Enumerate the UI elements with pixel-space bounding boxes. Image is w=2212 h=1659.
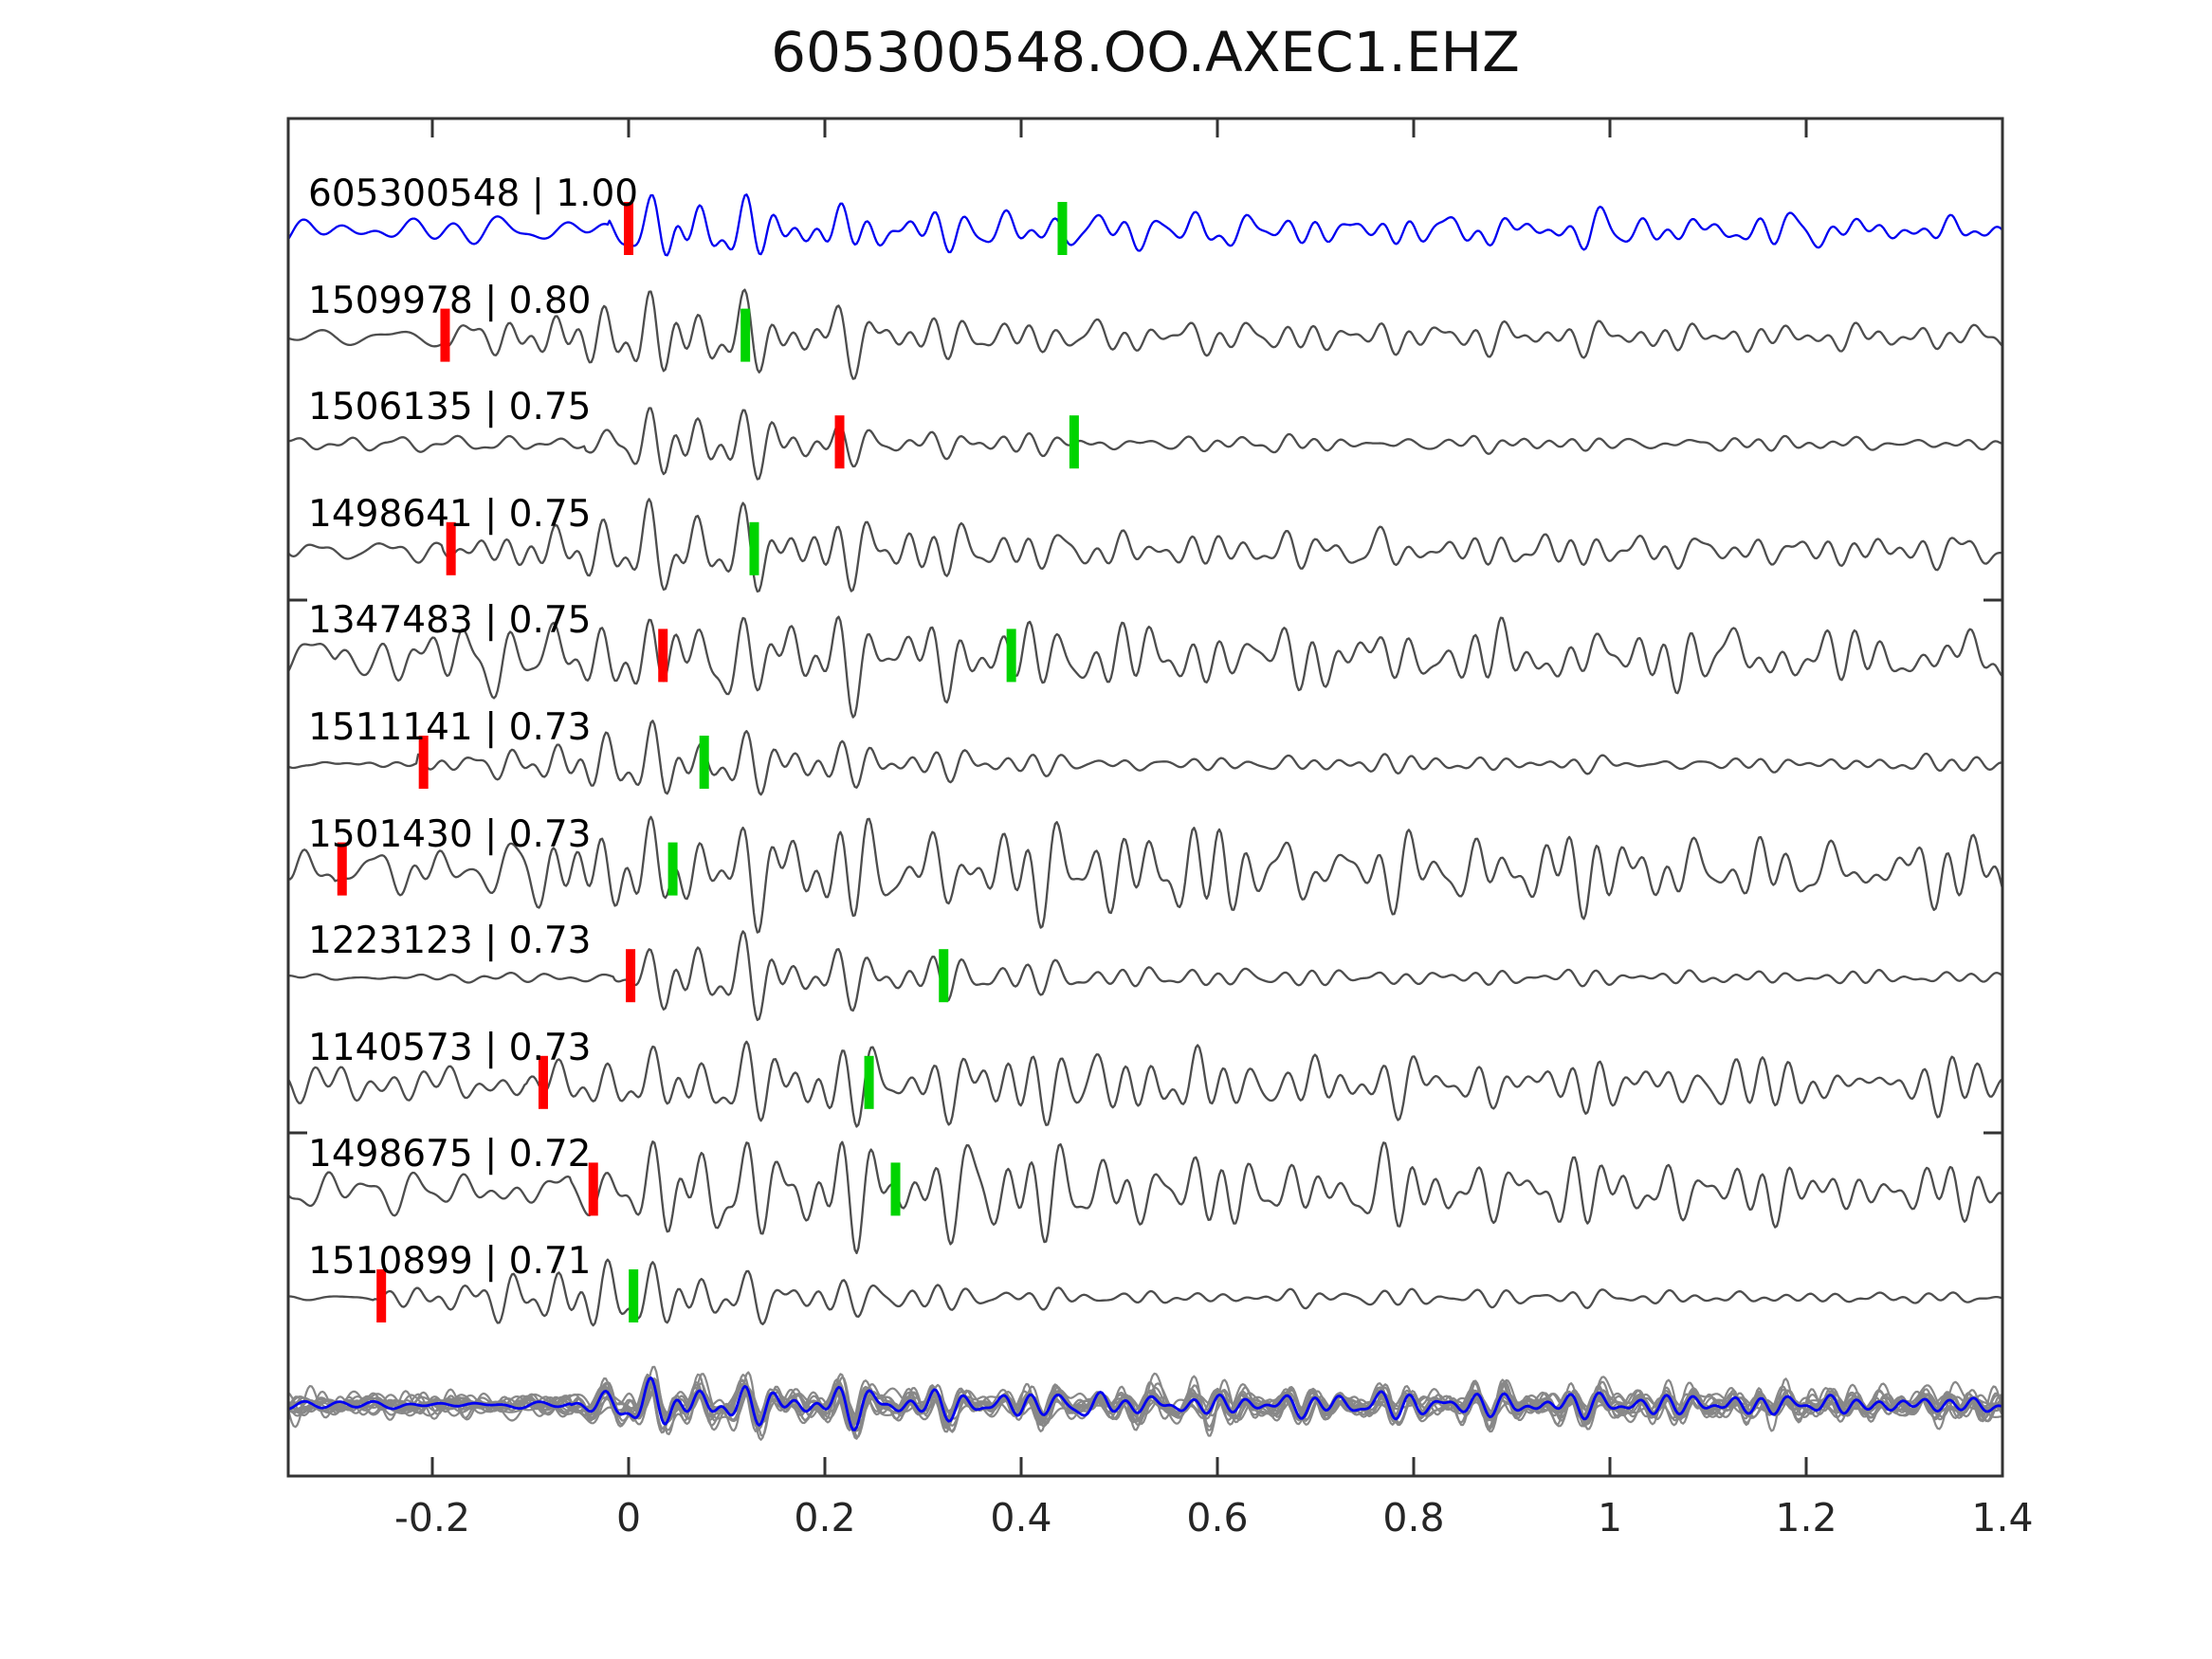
pick-marker-red <box>658 629 668 683</box>
overlay-gray-trace <box>288 1386 2002 1426</box>
trace-waveform <box>288 1040 2002 1128</box>
trace-waveform <box>288 407 2002 481</box>
trace-label: 1347483 | 0.75 <box>308 599 592 643</box>
pick-marker-red <box>337 842 347 896</box>
x-axis-tick-label: 1.4 <box>1971 1495 2034 1540</box>
pick-marker-red <box>376 1269 387 1322</box>
pick-marker-green <box>699 736 709 789</box>
trace-label: 1223123 | 0.73 <box>308 920 592 963</box>
trace-waveform <box>288 815 2002 934</box>
trace-label: 1140573 | 0.73 <box>308 1026 592 1069</box>
x-axis-tick-label: 0 <box>615 1495 642 1540</box>
trace-label: 1506135 | 0.75 <box>308 386 592 429</box>
x-axis-tick-label: 0.8 <box>1382 1495 1445 1540</box>
trace-waveform <box>288 930 2002 1022</box>
pick-marker-green <box>1069 415 1079 469</box>
pick-marker-green <box>740 308 751 362</box>
pick-marker-red <box>418 736 429 789</box>
waveforms-group <box>288 193 2002 1441</box>
trace-label: 1509978 | 0.80 <box>308 279 592 322</box>
trace-waveform <box>288 1258 2002 1327</box>
overlay-gray-trace <box>288 1377 2002 1428</box>
trace-waveform <box>288 288 2002 380</box>
plot-frame <box>286 117 2004 1478</box>
pick-marker-red <box>446 521 456 575</box>
trace-waveform <box>288 1140 2002 1255</box>
trace-waveform <box>288 498 2002 593</box>
pick-marker-green <box>1057 202 1068 255</box>
trace-waveform <box>288 615 2002 719</box>
pick-marker-green <box>749 521 759 575</box>
x-axis-tick-label: -0.2 <box>394 1495 470 1540</box>
pick-marker-green <box>890 1162 901 1216</box>
x-axis-tick-label: 0.2 <box>794 1495 856 1540</box>
trace-label: 605300548 | 1.00 <box>308 173 639 215</box>
template-trace-waveform <box>288 193 2002 257</box>
overlay-template-trace <box>288 1376 2002 1431</box>
x-axis-tick-label: 1.2 <box>1775 1495 1837 1540</box>
trace-label: 1511141 | 0.73 <box>308 706 592 749</box>
pick-marker-red <box>834 415 845 469</box>
trace-waveform <box>288 720 2002 796</box>
pick-marker-green <box>1006 629 1016 683</box>
trace-label: 1501430 | 0.73 <box>308 812 592 856</box>
trace-label: 1498675 | 0.72 <box>308 1133 592 1176</box>
pick-marker-red <box>626 949 636 1003</box>
pick-marker-red <box>538 1055 548 1109</box>
overlay-gray-trace <box>288 1381 2002 1433</box>
pick-marker-green <box>939 949 949 1003</box>
pick-marker-green <box>864 1055 874 1109</box>
trace-label: 1498641 | 0.75 <box>308 492 592 536</box>
pick-marker-red <box>588 1162 598 1216</box>
pick-marker-red <box>440 308 450 362</box>
pick-marker-red <box>624 202 633 255</box>
x-axis-tick-label: 0.6 <box>1186 1495 1249 1540</box>
pick-marker-green <box>667 842 678 896</box>
trace-label: 1510899 | 0.71 <box>308 1240 592 1283</box>
x-axis-tick-label: 0.4 <box>990 1495 1052 1540</box>
page-title: 605300548.OO.AXEC1.EHZ <box>771 20 1520 84</box>
pick-marker-green <box>629 1269 639 1322</box>
x-axis-tick-label: 1 <box>1597 1495 1623 1540</box>
